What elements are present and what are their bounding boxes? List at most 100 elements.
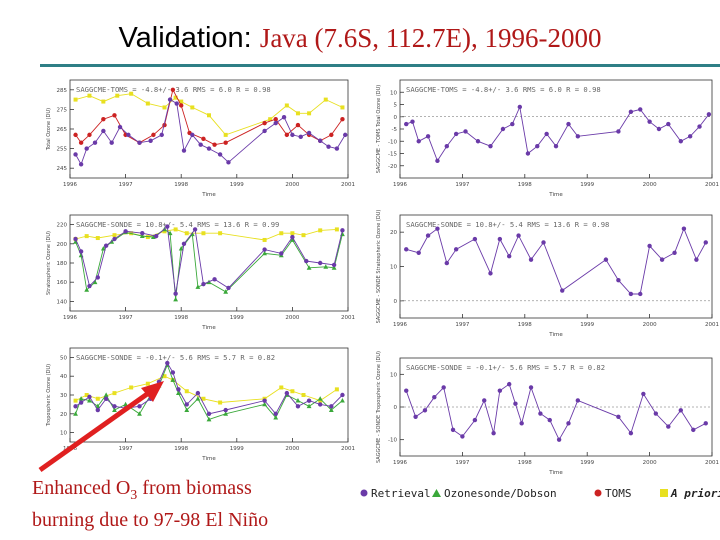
x-tick-label: 2001 [705, 182, 719, 188]
point-retrieval [290, 132, 295, 138]
point-toms [101, 117, 106, 122]
point-toms [340, 117, 345, 122]
point-retrieval [435, 226, 440, 231]
point-a-priori [334, 387, 339, 392]
point-a-priori [95, 236, 100, 241]
point-retrieval [181, 241, 187, 246]
stratospheric-ozone-diff-chart: 0 10 20 1996 1997 1998 1999 2000 2001 Time SAGGCME… [366, 203, 720, 340]
point-a-priori [295, 111, 300, 116]
point-retrieval [453, 247, 459, 252]
series-line-retrieval [406, 227, 707, 295]
point-retrieval [304, 258, 309, 264]
y-tick-label: 220 [57, 223, 68, 229]
chart-svg: 0 10 20 1996 1997 1998 1999 2000 2001 Time SAGGCME… [376, 210, 719, 338]
point-retrieval [87, 394, 92, 400]
point-ozonesonde-dobson [137, 411, 142, 416]
point-retrieval [318, 138, 323, 143]
point-retrieval [416, 139, 421, 144]
point-retrieval [703, 421, 708, 426]
point-retrieval [284, 390, 290, 396]
point-retrieval [497, 236, 503, 242]
series-line-retrieval [75, 98, 346, 166]
point-a-priori [262, 237, 267, 242]
stats-label: SAGGCME-SONDE = -0.1+/- 5.6 RMS = 5.7 R … [76, 353, 275, 362]
point-toms [295, 122, 301, 128]
point-ozonesonde-dobson [195, 396, 201, 401]
point-a-priori [218, 231, 223, 236]
y-tick-label: 10 [390, 265, 397, 271]
point-a-priori [190, 105, 195, 110]
point-toms [73, 132, 78, 138]
point-retrieval [181, 148, 187, 153]
point-retrieval [653, 411, 659, 416]
stats-label: SAGGCME-TOMS = -4.8+/- 3.6 RMS = 6.0 R =… [406, 85, 601, 94]
y-axis-label: SAGGCME - SONDE Tropospheric Ozone (DU) [376, 351, 382, 463]
x-tick-label: 1999 [230, 446, 244, 452]
legend-label: Retrieval [371, 486, 431, 500]
stats-label: SAGGCME-SONDE = -0.1+/- 5.6 RMS = 5.7 R … [406, 363, 605, 372]
point-retrieval [73, 152, 78, 157]
plot-frame [69, 347, 349, 443]
point-retrieval [416, 250, 421, 255]
point-toms [212, 142, 217, 147]
point-a-priori [145, 101, 150, 106]
point-retrieval [507, 381, 512, 387]
point-ozonesonde-dobson [84, 287, 90, 292]
x-tick-label: 1998 [518, 460, 532, 466]
point-retrieval [262, 128, 267, 134]
point-ozonesonde-dobson [306, 403, 312, 409]
plot-frame [399, 79, 713, 179]
point-retrieval [318, 402, 323, 407]
y-tick-label: 10 [390, 372, 397, 378]
point-retrieval [560, 288, 565, 293]
x-tick-label: 1998 [174, 315, 188, 321]
x-tick-label: 1999 [580, 460, 594, 466]
y-tick-label: 50 [60, 355, 67, 361]
point-retrieval [95, 275, 100, 280]
point-retrieval [460, 434, 465, 439]
x-tick-label: 1999 [580, 182, 594, 188]
x-tick-label: 1999 [580, 322, 594, 328]
point-retrieval [326, 144, 331, 149]
point-retrieval [525, 151, 531, 156]
point-retrieval [226, 285, 231, 291]
point-retrieval [87, 283, 92, 289]
legend-marker-ozonesonde [432, 489, 441, 497]
point-a-priori [84, 234, 89, 239]
series-line-retrieval [405, 383, 707, 441]
point-retrieval [103, 396, 109, 401]
point-retrieval [547, 417, 552, 423]
y-tick-label: -10 [388, 438, 397, 444]
point-toms [78, 140, 84, 145]
point-retrieval [441, 385, 446, 390]
point-a-priori [95, 396, 100, 401]
point-retrieval [538, 411, 543, 416]
point-retrieval [174, 101, 179, 106]
point-retrieval [656, 126, 662, 132]
x-tick-label: 1997 [119, 446, 133, 452]
point-ozonesonde-dobson [103, 392, 109, 397]
point-ozonesonde-dobson [173, 296, 179, 302]
point-a-priori [207, 113, 211, 118]
point-ozonesonde-dobson [262, 250, 267, 256]
point-retrieval [340, 228, 345, 233]
point-retrieval [691, 427, 696, 433]
point-retrieval [528, 385, 534, 390]
point-a-priori [129, 385, 134, 390]
point-retrieval [638, 291, 643, 297]
y-tick-label: 180 [57, 261, 68, 267]
point-retrieval [117, 124, 123, 130]
y-tick-label: -20 [388, 164, 397, 170]
point-ozonesonde-dobson [167, 230, 173, 236]
point-retrieval [262, 247, 267, 252]
point-retrieval [404, 247, 409, 252]
x-tick-label: 1996 [63, 446, 77, 452]
point-a-priori [279, 231, 284, 236]
point-retrieval [340, 392, 345, 398]
point-ozonesonde-dobson [170, 377, 176, 382]
y-tick-label: 160 [57, 280, 68, 286]
chart-svg: -20 -15 -10 -5 0 5 10 1996 1997 1998 1999 2000 2001 T… [376, 79, 719, 198]
point-retrieval [78, 400, 84, 405]
y-tick-label: 275 [57, 107, 68, 113]
note-part-b: from biomass [137, 477, 252, 499]
